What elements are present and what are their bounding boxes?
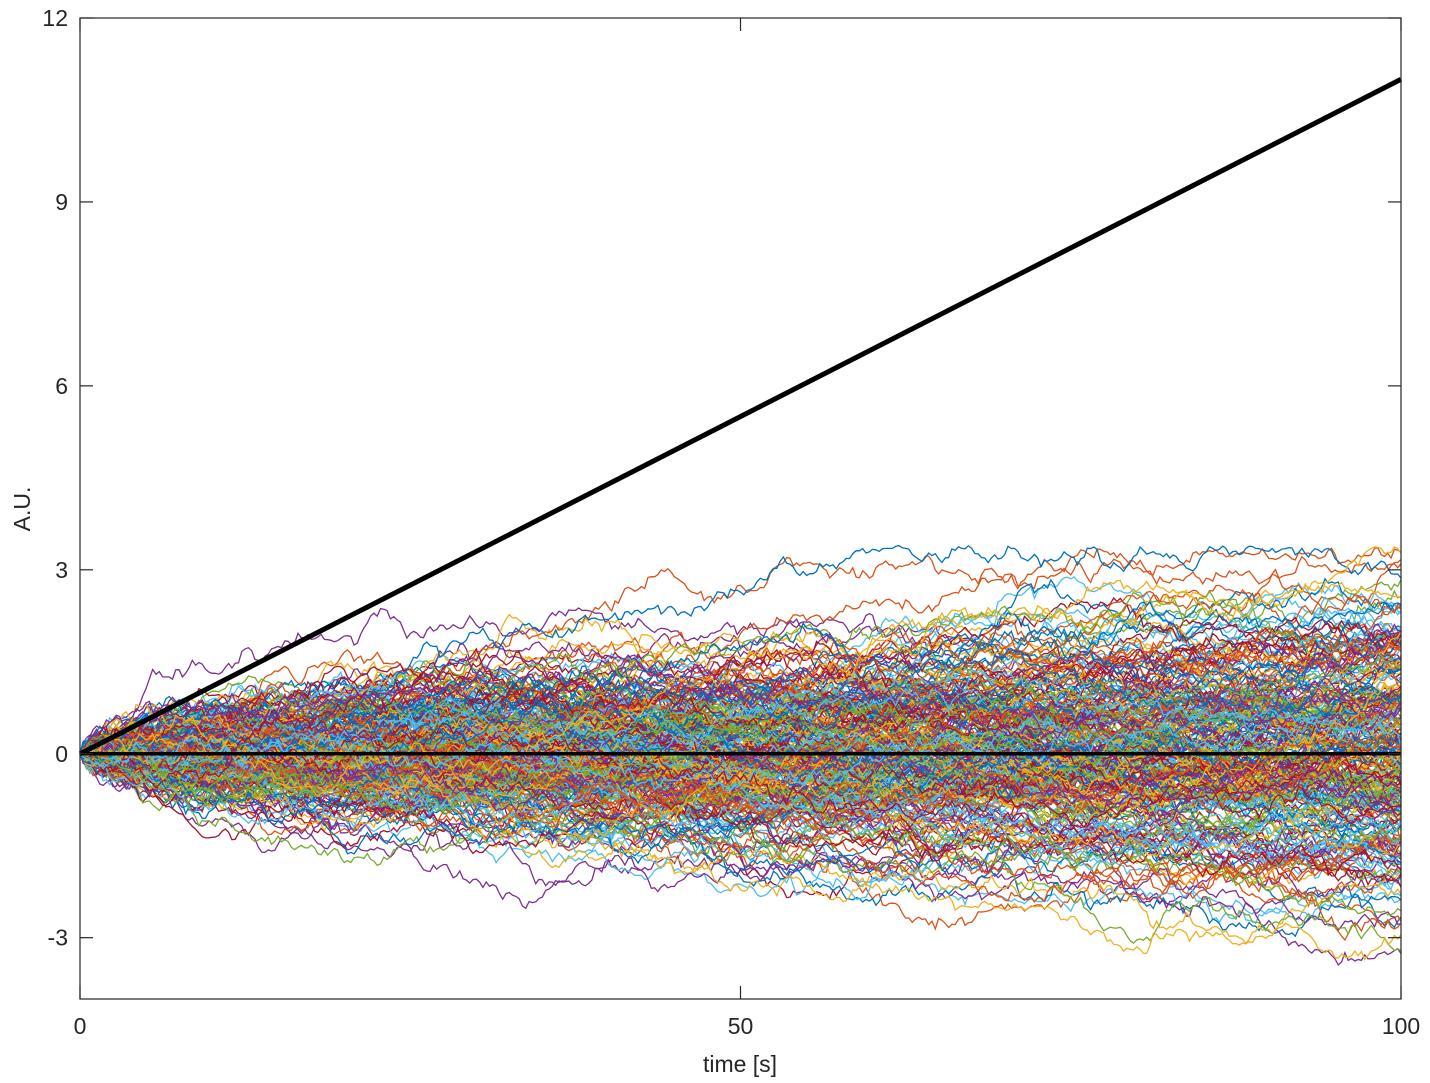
random-walk-trace (79, 654, 1402, 763)
random-walk-trace (79, 750, 1402, 942)
random-walk-trace (79, 690, 1402, 771)
random-walk-trace (79, 544, 1402, 761)
x-tick-label: 100 (1382, 1013, 1420, 1039)
random-walk-trace (79, 635, 1402, 806)
random-walk-trace (79, 669, 1402, 778)
random-walk-trace (79, 704, 1402, 791)
linear-trend-line (78, 77, 1403, 757)
random-walk-trace (79, 723, 1402, 916)
y-tick-label: 12 (42, 5, 68, 31)
random-walk-trace (79, 732, 1402, 851)
random-walk-trace (79, 707, 1402, 797)
random-walk-trace (79, 546, 1402, 798)
y-tick-label: 0 (55, 741, 68, 767)
random-walk-trace (79, 739, 1402, 828)
random-walk-trace (79, 636, 1402, 768)
random-walk-trace (79, 695, 1402, 761)
random-walk-trace (79, 753, 1402, 876)
random-walk-trace (79, 745, 1402, 893)
random-walk-trace (79, 731, 1402, 813)
y-axis-label: A.U. (9, 487, 35, 532)
random-walk-trace (79, 653, 1402, 815)
random-walk-trace (80, 717, 1402, 790)
random-walk-trace (79, 684, 1402, 801)
random-walk-trace (79, 697, 1402, 797)
random-walk-trace (79, 622, 1402, 758)
random-walk-trace (79, 681, 1402, 849)
x-axis-label: time [s] (703, 1051, 777, 1077)
x-tick-label: 0 (74, 1013, 87, 1039)
random-walk-trace (79, 702, 1402, 813)
random-walk-trace (79, 753, 1402, 855)
random-walk-trace (79, 683, 1402, 777)
axis-ticks: 0 50 100 -3 0 3 6 9 12 (42, 5, 1420, 1039)
x-tick-label: 50 (728, 1013, 754, 1039)
y-tick-label: 9 (55, 189, 68, 215)
random-walk-trace (79, 713, 1402, 858)
random-walk-trace (79, 697, 1402, 826)
random-walk-trace (79, 730, 1402, 961)
random-walk-trace (79, 696, 1402, 813)
y-tick-label: -3 (48, 925, 68, 951)
highlight-series (78, 77, 1403, 757)
y-tick-label: 3 (55, 557, 68, 583)
random-walk-trace (79, 547, 1402, 759)
random-walk-trace (79, 753, 1402, 856)
random-walk-trace (79, 590, 1402, 755)
random-walk-trace (79, 647, 1402, 758)
y-tick-label: 6 (55, 373, 68, 399)
